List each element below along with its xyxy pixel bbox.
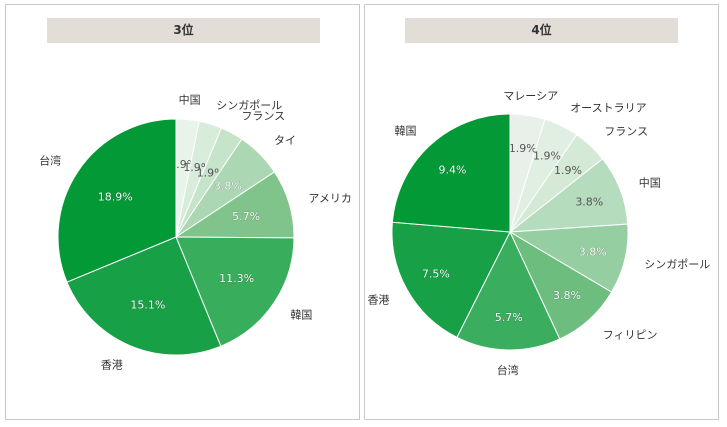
- slice-percent-label: 3.8%: [579, 246, 607, 259]
- panel-title: 4位: [405, 18, 678, 43]
- slice-percent-label: 3.8%: [575, 195, 603, 208]
- slice-percent-label: 18.9%: [98, 190, 133, 203]
- panel-title: 3位: [47, 18, 320, 43]
- slice-category-label: 台湾: [39, 153, 61, 167]
- slice-category-label: オーストラリア: [570, 102, 646, 115]
- slice-category-label: シンガポール: [216, 99, 282, 112]
- pie-slice: [175, 236, 295, 347]
- pie-chart-rank-4: 1.9% マレーシア 1.9% オーストラリア 1.9% フランス 3.8% 中国 3.8% シン…: [368, 90, 711, 378]
- slice-percent-label: 5.7%: [495, 311, 523, 324]
- slice-category-label: フランス: [604, 125, 648, 138]
- pie-panel-rank-3: 3位 1.9% 中国 1.9% シンガポール 1.9% フランス 3.8% タイ 5.7% アメリ…: [5, 4, 360, 420]
- slice-category-label: 台湾: [497, 363, 519, 377]
- slice-category-label: 香港: [368, 293, 390, 306]
- pie-slice: [456, 230, 561, 351]
- slice-category-label: 中国: [179, 94, 201, 107]
- slice-category-label: 韓国: [395, 124, 417, 137]
- slice-percent-label: 9.4%: [439, 164, 467, 177]
- slice-category-label: マレーシア: [503, 90, 558, 103]
- pie-slice: [391, 113, 511, 233]
- slice-category-label: シンガポール: [644, 258, 710, 271]
- slice-category-label: フランス: [241, 109, 285, 122]
- slice-percent-label: 3.8%: [214, 180, 242, 193]
- slice-percent-label: 1.9%: [509, 142, 537, 155]
- slice-category-label: フィリピン: [603, 328, 658, 341]
- slice-category-label: 中国: [639, 176, 661, 189]
- slice-category-label: アメリカ: [308, 192, 351, 205]
- pie-slice: [391, 221, 511, 339]
- slice-category-label: タイ: [274, 134, 296, 147]
- pie-slice: [57, 118, 177, 283]
- slice-percent-label: 3.8%: [553, 289, 581, 302]
- slice-percent-label: 1.9%: [554, 164, 582, 177]
- slice-category-label: 韓国: [290, 308, 312, 321]
- slice-percent-label: 11.3%: [219, 272, 254, 285]
- slice-category-label: 香港: [101, 358, 123, 371]
- slice-percent-label: 5.7%: [232, 210, 260, 223]
- slice-percent-label: 1.9%: [533, 150, 561, 163]
- slice-percent-label: 15.1%: [130, 299, 165, 312]
- slice-percent-label: 7.5%: [422, 268, 450, 281]
- pie-panel-rank-4: 4位 1.9% マレーシア 1.9% オーストラリア 1.9% フランス 3.8% 中国 3.8…: [364, 4, 719, 420]
- pie-chart-rank-3: 1.9%中国1.9%シンガポール1.9%フランス3.8%タイ5.7%アメリカ11…: [39, 94, 352, 372]
